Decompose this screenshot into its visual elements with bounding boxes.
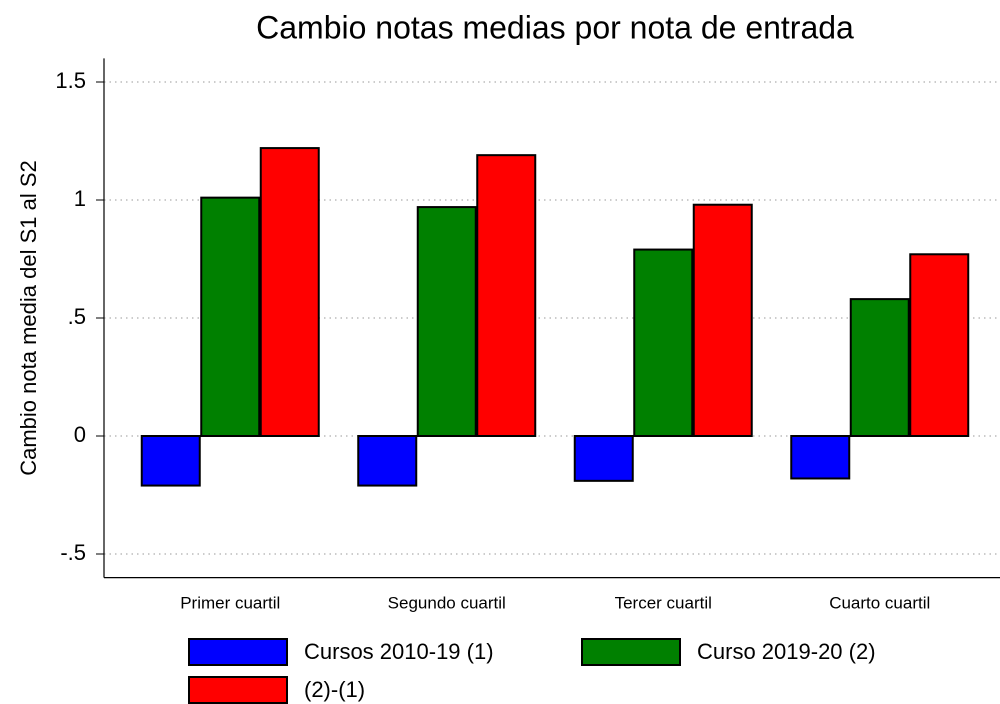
y-tick-label: 0	[74, 422, 86, 447]
y-tick-label: 1.5	[55, 68, 86, 93]
bar	[200, 196, 261, 437]
legend-swatch	[188, 638, 288, 666]
bar	[849, 298, 910, 437]
bar	[357, 435, 418, 487]
chart-title: Cambio notas medias por nota de entrada	[256, 9, 854, 45]
bar	[416, 206, 477, 437]
legend-swatch	[581, 638, 681, 666]
bar	[476, 154, 537, 437]
bar	[140, 435, 201, 487]
x-tick-label: Segundo cuartil	[388, 593, 506, 612]
y-axis-title: Cambio nota media del S1 al S2	[16, 160, 41, 476]
x-tick-label: Cuarto cuartil	[829, 593, 930, 612]
legend-swatch	[188, 676, 288, 704]
y-tick-label: .5	[68, 304, 86, 329]
legend-label: Cursos 2010-19 (1)	[304, 639, 494, 664]
x-tick-label: Tercer cuartil	[615, 593, 712, 612]
legend-label: (2)-(1)	[304, 677, 365, 702]
y-tick-label: 1	[74, 186, 86, 211]
bar	[573, 435, 634, 482]
bar	[259, 147, 320, 438]
y-tick-label: -.5	[60, 540, 86, 565]
bar	[633, 248, 694, 437]
bar	[790, 435, 851, 480]
bar	[909, 253, 970, 437]
legend-label: Curso 2019-20 (2)	[697, 639, 876, 664]
x-tick-label: Primer cuartil	[180, 593, 280, 612]
bar	[692, 203, 753, 437]
